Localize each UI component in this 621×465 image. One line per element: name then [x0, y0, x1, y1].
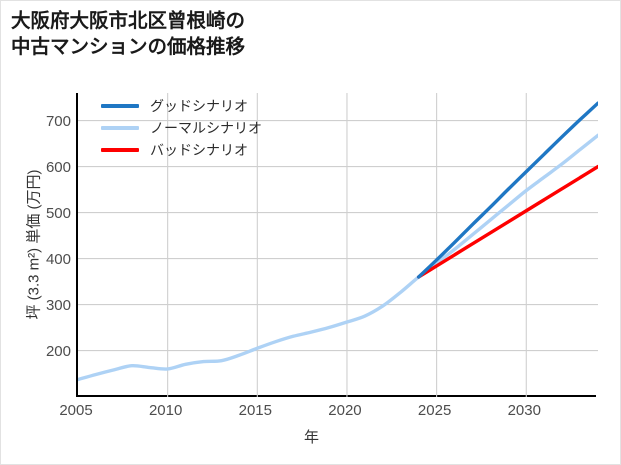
x-axis-tick-labels: 2005 2010 2015 2020 2025 2030 — [1, 402, 620, 423]
y-axis-tick-label: 200 — [45, 342, 71, 360]
legend-item-label: バッドシナリオ — [150, 142, 248, 158]
legend-item-label: グッドシナリオ — [150, 98, 248, 114]
chart-legend: グッドシナリオ ノーマルシナリオ バッドシナリオ — [101, 93, 316, 161]
legend-item[interactable]: バッドシナリオ — [101, 139, 316, 161]
x-axis-tick-label: 2020 — [328, 402, 362, 419]
chart-title: 大阪府大阪市北区曾根崎の 中古マンションの価格推移 — [11, 10, 246, 58]
x-axis-tick-label: 2010 — [148, 402, 183, 419]
legend-item[interactable]: グッドシナリオ — [101, 95, 316, 117]
series-line — [416, 164, 598, 279]
x-axis-tick-label: 2030 — [507, 402, 541, 419]
x-axis-tick-label: 2005 — [59, 402, 93, 419]
x-axis-tick-label: 2015 — [238, 402, 272, 419]
plot-canvas — [78, 93, 598, 397]
legend-item[interactable]: ノーマルシナリオ — [101, 117, 316, 139]
plot-area — [76, 93, 598, 397]
y-axis-tick-labels: 200 300 400 500 600 700 — [27, 1, 71, 464]
gridlines-group — [78, 93, 598, 397]
y-axis-tick-label: 400 — [45, 250, 71, 268]
legend-color-swatch — [101, 126, 139, 130]
legend-color-swatch — [101, 104, 139, 108]
series-line — [78, 133, 598, 382]
y-axis-title: 坪 (3.3 m²) 単価 (万円) — [25, 169, 43, 320]
legend-color-swatch — [101, 148, 139, 152]
y-axis-tick-label: 600 — [45, 158, 71, 176]
y-axis-tick-label: 700 — [45, 112, 71, 130]
series-line — [416, 101, 598, 279]
x-axis-title: 年 — [303, 429, 319, 446]
series-lines-group — [78, 101, 598, 382]
y-axis-tick-label: 300 — [45, 296, 71, 314]
y-axis-tick-label: 500 — [45, 204, 71, 222]
x-axis-tick-label: 2025 — [417, 402, 452, 419]
legend-item-label: ノーマルシナリオ — [150, 120, 262, 136]
